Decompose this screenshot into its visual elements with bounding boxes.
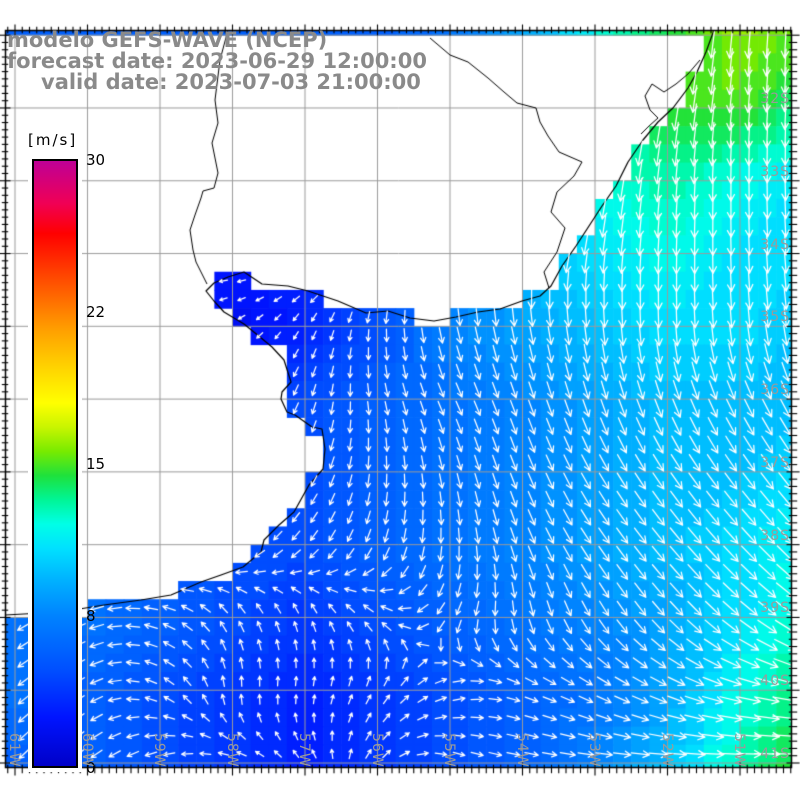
lat-axis-label: 38S bbox=[760, 527, 790, 544]
lat-axis-label: 34S bbox=[760, 236, 790, 253]
lat-axis-label: 37S bbox=[760, 454, 790, 471]
lat-axis-label: 41S bbox=[760, 746, 790, 762]
lon-axis-label: 56W bbox=[368, 733, 385, 768]
colorbar-tick-label: 15 bbox=[86, 455, 106, 473]
lat-axis-label: 33S bbox=[760, 163, 790, 180]
colorbar-tick-label: 30 bbox=[86, 151, 106, 169]
colorbar-tick-label: 22 bbox=[86, 303, 106, 321]
lon-axis-label: 54W bbox=[513, 733, 530, 768]
colorbar-unit-label: [m/s] bbox=[28, 131, 78, 149]
colorbar-tick-label: 0 bbox=[86, 759, 96, 777]
lon-axis-label: 51W bbox=[731, 733, 747, 768]
lat-axis-label: 39S bbox=[760, 600, 790, 617]
lon-axis-label: 52W bbox=[658, 733, 675, 768]
lon-axis-label: 57W bbox=[296, 733, 312, 768]
lon-axis-label: 55W bbox=[441, 733, 457, 768]
colorbar bbox=[32, 159, 78, 768]
lon-axis-label: 58W bbox=[223, 733, 240, 768]
lat-axis-label: 40S bbox=[760, 673, 790, 690]
colorbar-tick-label: 8 bbox=[86, 607, 96, 625]
lat-axis-label: 32S bbox=[760, 90, 790, 107]
lon-axis-label: 61W bbox=[6, 733, 22, 768]
lat-axis-label: 35S bbox=[760, 309, 790, 326]
lon-axis-label: 60W bbox=[78, 733, 95, 768]
lat-axis-label: 36S bbox=[760, 382, 790, 399]
lon-axis-label: 59W bbox=[151, 733, 167, 768]
lon-axis-label: 53W bbox=[586, 733, 602, 768]
